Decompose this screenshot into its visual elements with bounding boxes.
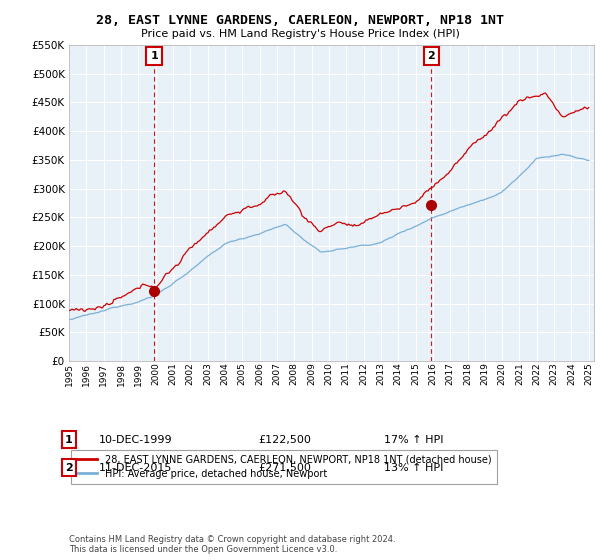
Text: 10-DEC-1999: 10-DEC-1999 xyxy=(99,435,173,445)
Text: Price paid vs. HM Land Registry's House Price Index (HPI): Price paid vs. HM Land Registry's House … xyxy=(140,29,460,39)
Text: 1: 1 xyxy=(65,435,73,445)
Text: 28, EAST LYNNE GARDENS, CAERLEON, NEWPORT, NP18 1NT: 28, EAST LYNNE GARDENS, CAERLEON, NEWPOR… xyxy=(96,14,504,27)
Text: Contains HM Land Registry data © Crown copyright and database right 2024.
This d: Contains HM Land Registry data © Crown c… xyxy=(69,535,395,554)
Text: £122,500: £122,500 xyxy=(258,435,311,445)
Text: 11-DEC-2015: 11-DEC-2015 xyxy=(99,463,172,473)
Text: 17% ↑ HPI: 17% ↑ HPI xyxy=(384,435,443,445)
Text: 2: 2 xyxy=(65,463,73,473)
Text: 13% ↑ HPI: 13% ↑ HPI xyxy=(384,463,443,473)
Text: 1: 1 xyxy=(151,52,158,61)
Text: £271,500: £271,500 xyxy=(258,463,311,473)
Legend: 28, EAST LYNNE GARDENS, CAERLEON, NEWPORT, NP18 1NT (detached house), HPI: Avera: 28, EAST LYNNE GARDENS, CAERLEON, NEWPOR… xyxy=(71,450,497,483)
Text: 2: 2 xyxy=(428,52,436,61)
